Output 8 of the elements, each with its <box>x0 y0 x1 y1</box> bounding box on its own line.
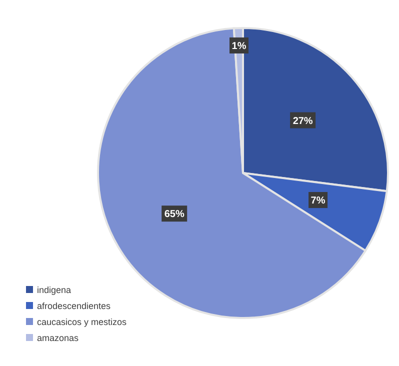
data-label: 1% <box>232 40 246 52</box>
legend-label: amazonas <box>37 333 80 344</box>
data-label: 7% <box>310 196 326 207</box>
data-label: 65% <box>164 209 184 220</box>
legend-label: caucasicos y mestizos <box>37 317 128 328</box>
data-label: 27% <box>292 116 313 127</box>
legend-label: afrodescendientes <box>37 301 112 312</box>
legend-label: indigena <box>37 285 72 296</box>
